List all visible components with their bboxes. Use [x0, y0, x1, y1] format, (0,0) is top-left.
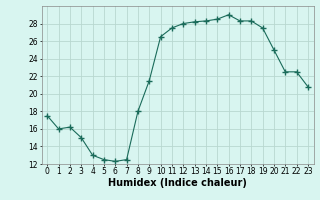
X-axis label: Humidex (Indice chaleur): Humidex (Indice chaleur)	[108, 178, 247, 188]
